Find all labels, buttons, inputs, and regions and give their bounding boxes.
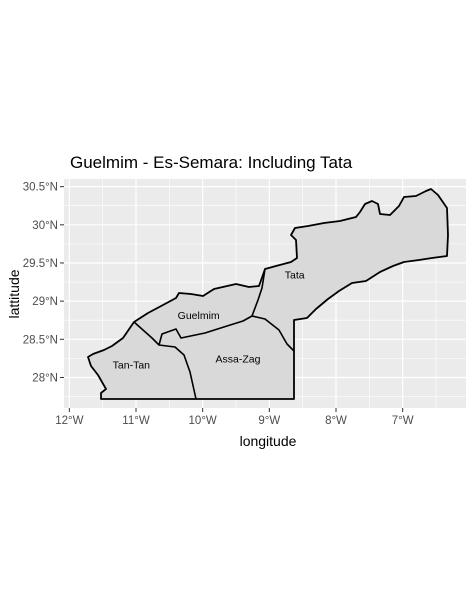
x-axis: 12°W 11°W 10°W 9°W 8°W 7°W — [55, 408, 414, 427]
x-tick-label: 12°W — [55, 415, 83, 427]
y-tick-label: 29.5°N — [23, 258, 58, 270]
y-tick-label: 30.5°N — [23, 182, 58, 194]
y-axis-title: lattitude — [6, 269, 22, 318]
y-axis: 28°N 28.5°N 29°N 29.5°N 30°N 30.5°N — [23, 182, 64, 385]
x-tick-label: 9°W — [258, 415, 280, 427]
y-tick-label: 29°N — [32, 296, 58, 308]
region-label-assa-zag: Assa-Zag — [216, 353, 261, 365]
x-tick-label: 11°W — [122, 415, 150, 427]
x-axis-title: longitude — [240, 433, 297, 449]
region-label-tata: Tata — [285, 269, 305, 281]
x-tick-label: 7°W — [392, 415, 414, 427]
x-tick-label: 10°W — [189, 415, 217, 427]
x-tick-label: 8°W — [325, 415, 347, 427]
y-tick-label: 28.5°N — [23, 334, 58, 346]
y-tick-label: 28°N — [32, 372, 58, 384]
region-label-tan-tan: Tan-Tan — [113, 359, 151, 371]
region-label-guelmim: Guelmim — [178, 310, 220, 322]
y-tick-label: 30°N — [32, 220, 58, 232]
